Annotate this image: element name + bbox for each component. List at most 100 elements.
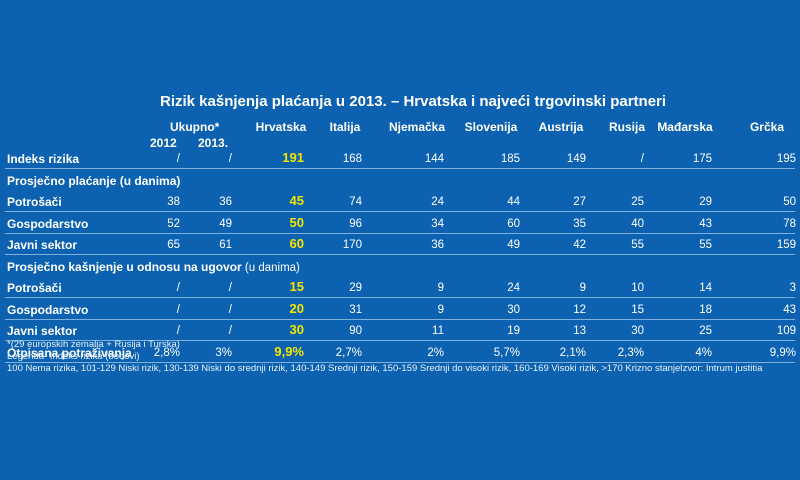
row-label: Gospodarstvo [7, 216, 89, 231]
table-cell: 49 [219, 217, 232, 230]
table-cell: 2% [427, 346, 444, 359]
table-cell: 25 [699, 325, 712, 337]
table-cell: / [228, 325, 232, 337]
footnote-countries: *(29 europskih zemalja + Rusija i Turska… [7, 339, 180, 350]
row-divider [5, 318, 795, 320]
table-cell: / [640, 153, 644, 165]
table-cell: 11 [432, 325, 444, 337]
table-cell: 191 [282, 150, 304, 165]
table-cell: 10 [631, 282, 644, 294]
column-header-7: Rusija [608, 120, 645, 134]
row-label: Javni sektor [7, 238, 78, 252]
table-cell: 30 [289, 322, 304, 337]
table-cell: / [228, 282, 232, 294]
column-header-1: 2013. [198, 136, 229, 150]
section-heading: Prosječno kašnjenje u odnosu na ugovor (… [7, 260, 300, 275]
column-header-5: Slovenija [464, 120, 518, 134]
table-cell: 36 [219, 196, 232, 208]
table-cell: 109 [776, 325, 796, 337]
table-cell: 40 [631, 217, 644, 230]
table-cell: 9,9% [274, 343, 304, 359]
source-note: Izvor: Intrum justitia [680, 363, 763, 374]
row-label: Potrošači [7, 281, 62, 295]
table-cell: 4% [695, 346, 712, 359]
table-cell: 19 [507, 325, 520, 337]
row-label: Otpisana potraživanja [7, 345, 132, 360]
table-cell: 90 [349, 325, 362, 337]
table-cell: 20 [289, 300, 304, 316]
table-cell: 52 [167, 217, 180, 230]
table-cell: 31 [349, 303, 362, 316]
table-cell: / [176, 303, 180, 316]
table-cell: / [176, 282, 180, 294]
table-cell: 5,7% [493, 346, 520, 359]
row-divider [5, 211, 795, 212]
row-divider [5, 361, 795, 363]
row-label: Potrošači [7, 195, 62, 209]
table-cell: 25 [631, 196, 644, 208]
table-cell: / [228, 303, 232, 316]
table-cell: 15 [289, 279, 304, 294]
table-cell: 74 [349, 196, 362, 208]
table-cell: 3% [215, 346, 232, 359]
table-cell: 65 [167, 239, 180, 251]
table-cell: 29 [349, 282, 362, 294]
table-cell: 30 [507, 303, 520, 316]
table-cell: 30 [631, 325, 644, 337]
header-group-total: Ukupno* [170, 120, 220, 134]
table-cell: 36 [431, 239, 444, 251]
table-cell: 168 [342, 153, 362, 165]
table-cell: 149 [566, 153, 586, 165]
table-cell: 35 [573, 217, 586, 230]
table-cell: 144 [424, 153, 444, 165]
table-cell: 24 [507, 282, 520, 294]
table-cell: 60 [289, 236, 304, 251]
table-cell: 2,7% [335, 346, 362, 359]
table-cell: 50 [289, 214, 304, 230]
column-header-9: Grčka [749, 120, 784, 134]
row-divider [5, 232, 795, 234]
table-cell: 2,3% [617, 346, 644, 359]
table-cell: 3 [789, 282, 796, 294]
table-cell: 15 [631, 303, 644, 316]
table-cell: 78 [783, 217, 796, 230]
row-divider [5, 168, 795, 169]
table-cell: 60 [507, 217, 520, 230]
row-divider [5, 254, 795, 255]
table-cell: 43 [783, 303, 796, 316]
table-cell: 9 [437, 303, 444, 316]
row-label: Javni sektor [7, 324, 78, 338]
section-heading: Prosječno plaćanje (u danima) [7, 174, 180, 188]
table-cell: 159 [776, 239, 796, 251]
column-header-6: Austrija [538, 120, 584, 134]
row-label: Indeks rizika [7, 152, 80, 166]
table-cell: 185 [500, 153, 520, 165]
table-cell: 45 [289, 193, 304, 208]
column-header-4: Njemačka [388, 120, 446, 134]
table-cell: 42 [573, 239, 586, 251]
row-label: Gospodarstvo [7, 302, 89, 317]
table-cell: 34 [431, 217, 444, 230]
chart-title: Rizik kašnjenja plaćanja u 2013. – Hrvat… [160, 93, 667, 110]
table-cell: 29 [699, 196, 712, 208]
table-cell: 175 [692, 153, 712, 165]
table-cell: 55 [631, 239, 644, 251]
table-cell: 9,9% [769, 346, 796, 359]
row-divider [5, 297, 795, 298]
table-cell: 96 [349, 217, 362, 230]
table-cell: 9 [437, 282, 444, 294]
table-cell: 170 [342, 239, 362, 251]
table-cell: / [176, 325, 180, 337]
footnote-legend-scale: 100 Nema rizika, 101-129 Niski rizik, 13… [7, 363, 681, 374]
table-cell: / [228, 153, 232, 165]
table-cell: 18 [699, 303, 712, 316]
table-cell: 9 [579, 282, 586, 294]
table-cell: 44 [507, 196, 520, 208]
row-divider [5, 340, 795, 341]
table-cell: 2,1% [559, 346, 586, 359]
column-header-2: Hrvatska [255, 120, 307, 134]
table-cell: 13 [573, 325, 586, 337]
section-heading-note: (u danima) [241, 261, 300, 274]
table-cell: 61 [219, 239, 232, 251]
